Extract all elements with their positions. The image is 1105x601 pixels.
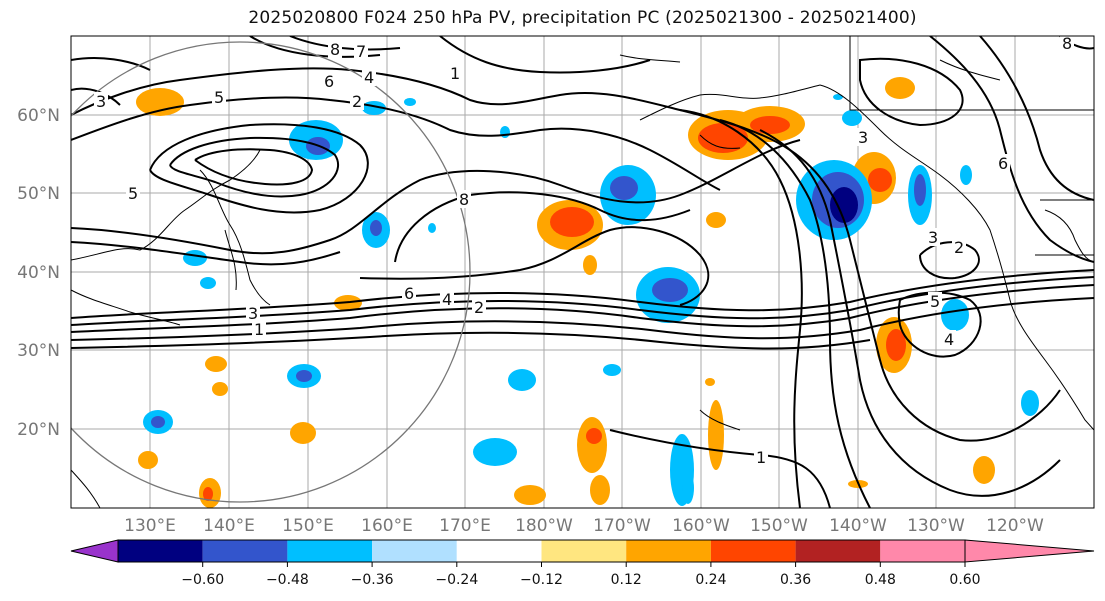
colorbar-segment	[456, 540, 542, 562]
contour-label: 4	[442, 290, 452, 309]
contour-label: 6	[404, 284, 414, 303]
contour-label: 7	[356, 42, 366, 61]
contour-label: 5	[930, 292, 940, 311]
reference-circle	[71, 41, 471, 503]
contour-label: 3	[248, 304, 258, 323]
colorbar-extend-right	[964, 539, 1095, 563]
lon-label: 180°W	[515, 516, 573, 536]
lat-label: 60°N	[17, 106, 60, 126]
contour-label: 4	[364, 68, 374, 87]
colorbar-segment	[202, 540, 288, 562]
colorbar-tick-label: 0.60	[949, 572, 980, 588]
colorbar-tick-label: −0.24	[435, 572, 478, 588]
contour-label: 3	[96, 92, 106, 111]
colorbar-tick-label: 0.12	[611, 572, 642, 588]
contour-label: 8	[459, 190, 469, 209]
lon-label: 170°E	[439, 516, 491, 536]
colorbar-tick-label: 0.36	[780, 572, 811, 588]
colorbar-tick-label: 0.24	[695, 572, 726, 588]
precip-negative-areas	[143, 94, 1039, 506]
latitude-labels: 60°N 50°N 40°N 30°N 20°N	[17, 106, 60, 440]
colorbar-segment	[287, 540, 373, 562]
colorbar-segment	[626, 540, 711, 562]
map-border	[70, 35, 1095, 509]
contour-label: 5	[214, 88, 224, 107]
lat-label: 40°N	[17, 263, 60, 283]
contour-label: 1	[756, 448, 766, 467]
contour-label: 4	[944, 330, 954, 349]
colorbar-tick-label: −0.48	[266, 572, 309, 588]
colorbar-segment	[372, 540, 457, 562]
lon-label: 150°W	[750, 516, 808, 536]
coastlines	[71, 36, 1094, 508]
lat-label: 30°N	[17, 341, 60, 361]
colorbar-ticks	[202, 562, 966, 567]
colorbar-extend-left	[70, 539, 119, 563]
lon-label: 140°E	[203, 516, 255, 536]
colorbar-tick-label: 0.48	[865, 572, 896, 588]
contour-label: 3	[928, 228, 938, 247]
lon-label: 120°W	[986, 516, 1044, 536]
lat-label: 20°N	[17, 420, 60, 440]
lon-label: 160°W	[672, 516, 730, 536]
lon-label: 160°E	[361, 516, 413, 536]
lon-label: 140°W	[829, 516, 887, 536]
longitude-labels: 130°E 140°E 150°E 160°E 170°E 180°W 170°…	[124, 516, 1044, 536]
colorbar-segment	[710, 540, 796, 562]
contour-label: 5	[128, 184, 138, 203]
contour-label: 2	[954, 238, 964, 257]
contour-label: 1	[254, 320, 264, 339]
contour-label: 8	[330, 40, 340, 59]
contour-label: 6	[998, 154, 1008, 173]
colorbar-tick-label: −0.60	[181, 572, 224, 588]
colorbar-tick-label: −0.12	[520, 572, 563, 588]
lat-label: 50°N	[17, 184, 60, 204]
contour-label: 6	[324, 72, 334, 91]
colorbar-segment	[880, 540, 965, 562]
contour-label: 8	[1062, 34, 1072, 53]
map-title: 2025020800 F024 250 hPa PV, precipitatio…	[248, 8, 917, 28]
colorbar-segment	[118, 540, 203, 562]
contour-label: 2	[474, 298, 484, 317]
lon-label: 150°E	[282, 516, 334, 536]
lon-label: 130°W	[907, 516, 965, 536]
contour-label: 2	[352, 92, 362, 111]
lon-label: 170°W	[593, 516, 651, 536]
contour-label: 3	[858, 128, 868, 147]
contour-labels: 8 7 6 4 1 2 3 5 8 6 4 2 3 1 5 1 3 2 5	[94, 34, 1074, 467]
colorbar-tick-label: −0.36	[351, 572, 394, 588]
contour-label: 1	[450, 64, 460, 83]
colorbar-segment	[541, 540, 627, 562]
colorbar-segment	[795, 540, 881, 562]
colorbar: −0.60 −0.48 −0.36 −0.24 −0.12 0.12 0.24 …	[70, 539, 1095, 588]
lon-label: 130°E	[124, 516, 176, 536]
